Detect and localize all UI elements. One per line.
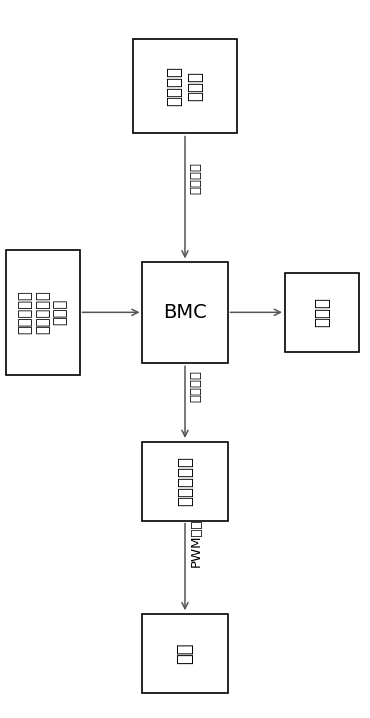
Text: 入风温度
传感器: 入风温度 传感器 <box>166 66 204 106</box>
Text: 风扇控制板: 风扇控制板 <box>176 456 194 506</box>
FancyBboxPatch shape <box>6 250 80 375</box>
Text: 风扇转速与
修正系数对
应关系: 风扇转速与 修正系数对 应关系 <box>18 291 67 334</box>
FancyBboxPatch shape <box>133 39 237 133</box>
Text: 风扇转速: 风扇转速 <box>189 370 203 402</box>
Text: 入风温度: 入风温度 <box>189 162 203 194</box>
FancyBboxPatch shape <box>142 262 228 363</box>
Text: BMC: BMC <box>163 303 207 322</box>
FancyBboxPatch shape <box>285 273 359 352</box>
Text: 修正值: 修正值 <box>313 297 331 327</box>
Text: 风扇: 风扇 <box>176 643 194 664</box>
FancyBboxPatch shape <box>142 442 228 521</box>
Text: PWM信号: PWM信号 <box>189 518 203 567</box>
FancyBboxPatch shape <box>142 614 228 693</box>
